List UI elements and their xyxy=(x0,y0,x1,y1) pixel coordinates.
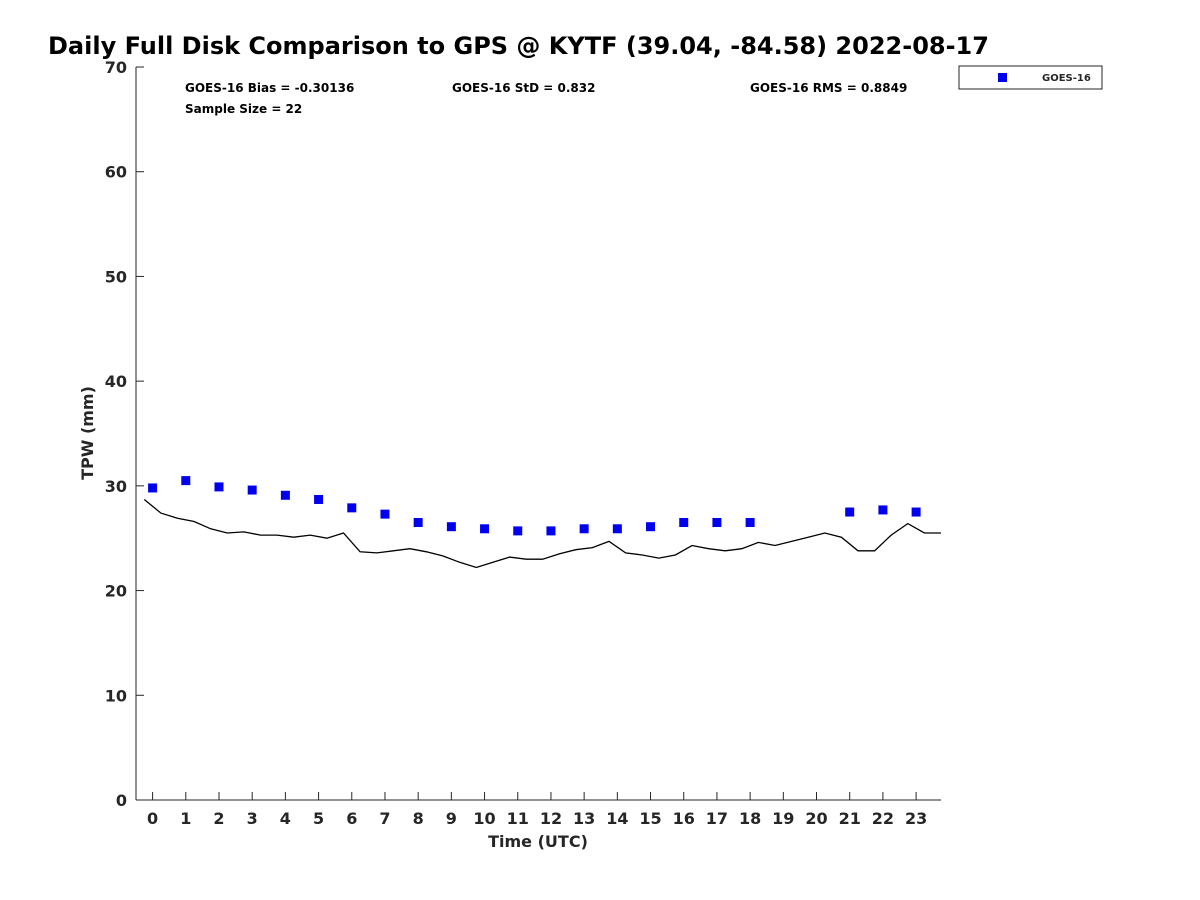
data-point-goes16 xyxy=(911,507,921,517)
x-tick-label: 18 xyxy=(739,809,761,828)
stat-sample-size: Sample Size = 22 xyxy=(185,102,302,116)
y-tick-label: 0 xyxy=(116,791,127,810)
x-tick-label: 19 xyxy=(772,809,794,828)
data-point-goes16 xyxy=(314,494,324,504)
x-tick-label: 12 xyxy=(540,809,562,828)
legend-box xyxy=(958,65,1103,90)
y-tick-label: 10 xyxy=(105,686,127,705)
x-tick-label: 10 xyxy=(473,809,495,828)
data-point-goes16 xyxy=(646,522,656,532)
data-point-goes16 xyxy=(247,485,257,495)
data-point-goes16 xyxy=(745,518,755,528)
y-axis-label: TPW (mm) xyxy=(78,386,97,480)
stat-bias: GOES-16 Bias = -0.30136 xyxy=(185,81,354,95)
x-tick-label: 1 xyxy=(180,809,191,828)
x-tick-label: 20 xyxy=(805,809,827,828)
x-tick-label: 7 xyxy=(379,809,390,828)
data-point-goes16 xyxy=(380,509,390,519)
x-tick-label: 21 xyxy=(839,809,861,828)
chart-title: Daily Full Disk Comparison to GPS @ KYTF… xyxy=(48,32,989,60)
x-axis-label: Time (UTC) xyxy=(488,832,588,851)
x-tick-label: 11 xyxy=(507,809,529,828)
stat-std: GOES-16 StD = 0.832 xyxy=(452,81,595,95)
legend: GOES-16 xyxy=(958,65,1103,90)
data-point-goes16 xyxy=(878,505,888,515)
x-tick-label: 6 xyxy=(346,809,357,828)
legend-marker-goes16 xyxy=(998,73,1007,82)
data-point-goes16 xyxy=(579,524,589,534)
stat-rms: GOES-16 RMS = 0.8849 xyxy=(750,81,907,95)
series-line xyxy=(143,498,941,569)
x-tick-label: 4 xyxy=(280,809,291,828)
x-tick-label: 13 xyxy=(573,809,595,828)
data-point-goes16 xyxy=(280,490,290,500)
data-point-goes16 xyxy=(181,476,191,486)
y-tick-label: 30 xyxy=(105,477,127,496)
x-tick-label: 23 xyxy=(905,809,927,828)
y-tick-label: 70 xyxy=(105,58,127,77)
x-tick-label: 3 xyxy=(247,809,258,828)
x-tick-label: 5 xyxy=(313,809,324,828)
data-point-goes16 xyxy=(513,526,523,536)
series-layer xyxy=(143,476,941,569)
data-point-goes16 xyxy=(480,524,490,534)
data-point-goes16 xyxy=(712,518,722,528)
x-tick-label: 22 xyxy=(872,809,894,828)
y-tick-label: 40 xyxy=(105,372,127,391)
data-point-goes16 xyxy=(214,482,224,492)
y-ticks: 0 10 20 30 40 50 60 70 xyxy=(105,58,144,810)
data-point-goes16 xyxy=(446,522,456,532)
legend-label-goes16: GOES-16 xyxy=(1042,73,1091,84)
data-point-goes16 xyxy=(148,483,158,493)
data-point-goes16 xyxy=(612,524,622,534)
x-tick-label: 0 xyxy=(147,809,158,828)
x-tick-label: 14 xyxy=(606,809,628,828)
x-tick-label: 9 xyxy=(446,809,457,828)
data-point-goes16 xyxy=(845,507,855,517)
y-tick-label: 20 xyxy=(105,582,127,601)
x-ticks: 0 1 2 3 4 5 6 7 8 9 10 11 12 13 14 15 16 17 18 19 20 21 22 23 xyxy=(147,792,927,828)
data-point-goes16 xyxy=(546,526,556,536)
y-tick-label: 50 xyxy=(105,267,127,286)
data-point-goes16 xyxy=(347,503,357,513)
x-tick-label: 17 xyxy=(706,809,728,828)
x-tick-label: 2 xyxy=(213,809,224,828)
data-point-goes16 xyxy=(413,518,423,528)
plot-frame xyxy=(135,67,941,801)
x-tick-label: 8 xyxy=(413,809,424,828)
y-tick-label: 60 xyxy=(105,163,127,182)
x-tick-label: 16 xyxy=(673,809,695,828)
x-tick-label: 15 xyxy=(639,809,661,828)
data-point-goes16 xyxy=(679,518,689,528)
